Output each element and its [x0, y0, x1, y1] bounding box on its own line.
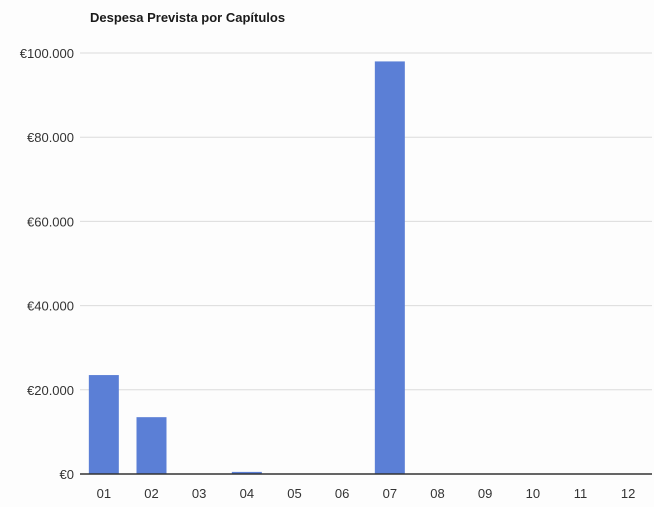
- y-tick-label-4: €80.000: [27, 130, 74, 145]
- x-tick-label-11: 11: [574, 486, 588, 501]
- x-tick-label-08: 08: [430, 486, 444, 501]
- y-tick-label-0: €0: [60, 467, 74, 482]
- tick-labels: €0 €20.000 €40.000 €60.000 €80.000 €100.000 01…: [20, 46, 636, 501]
- bar-02: [136, 417, 167, 474]
- x-tick-label-03: 03: [192, 486, 206, 501]
- x-tick-label-05: 05: [287, 486, 301, 501]
- x-tick-label-02: 02: [144, 486, 158, 501]
- y-tick-label-3: €60.000: [27, 214, 74, 229]
- x-tick-label-04: 04: [240, 486, 254, 501]
- bars: [88, 61, 405, 475]
- x-tick-label-12: 12: [621, 486, 635, 501]
- y-tick-label-1: €20.000: [27, 383, 74, 398]
- x-tick-label-06: 06: [335, 486, 349, 501]
- x-tick-label-07: 07: [383, 486, 397, 501]
- bar-07: [374, 61, 405, 475]
- x-tick-label-10: 10: [526, 486, 540, 501]
- y-tick-label-5: €100.000: [20, 46, 74, 61]
- chart-title: Despesa Prevista por Capítulos: [90, 10, 286, 25]
- x-tick-label-01: 01: [97, 486, 111, 501]
- bar-04: [231, 471, 262, 474]
- gridlines: [80, 52, 652, 391]
- y-tick-label-2: €40.000: [27, 299, 74, 314]
- bar-01: [88, 375, 119, 474]
- x-tick-label-09: 09: [478, 486, 492, 501]
